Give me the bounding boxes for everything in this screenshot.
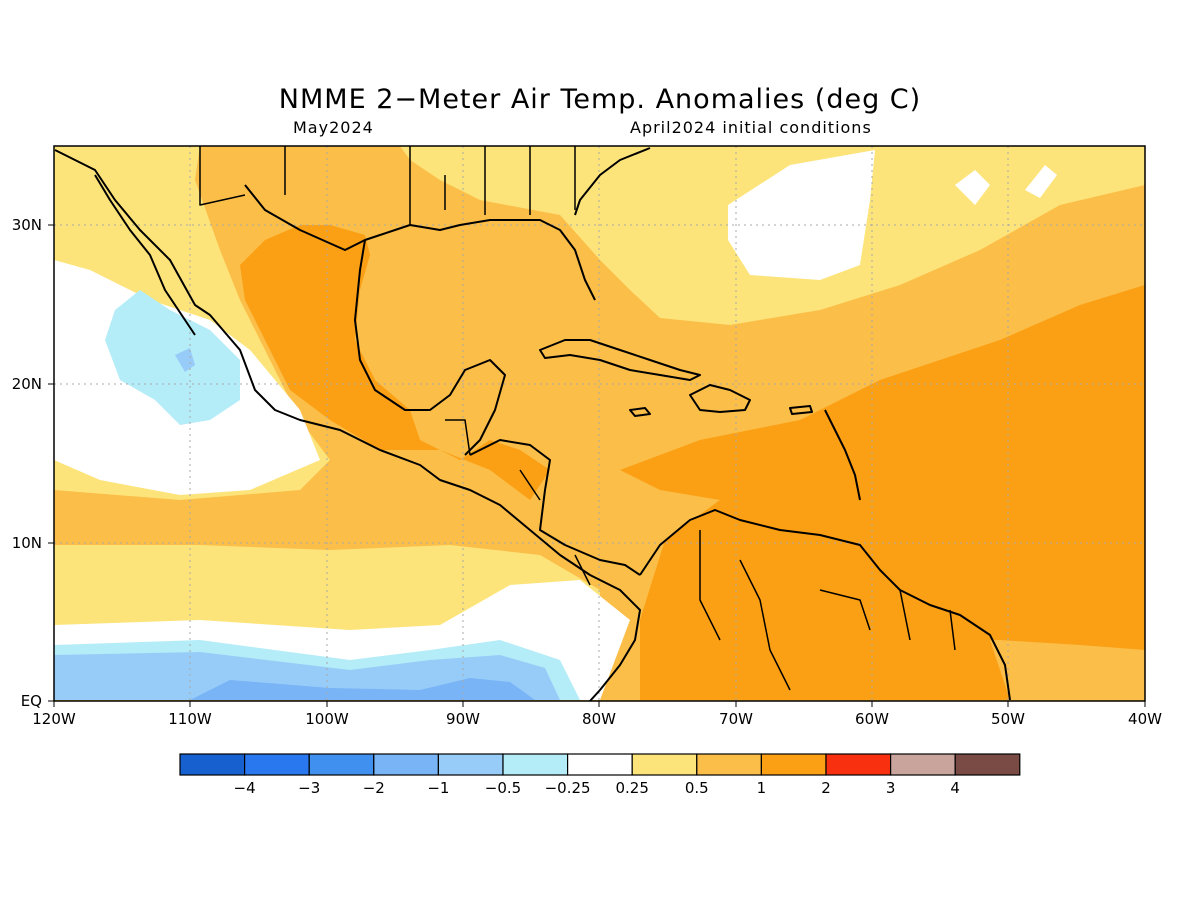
- coast-puerto-rico: [789, 405, 813, 415]
- initial-conditions: April2024 initial conditions: [630, 118, 872, 137]
- legend-swatch: [373, 753, 439, 776]
- legend-label: 3: [886, 779, 896, 797]
- gridlines: [54, 146, 1145, 701]
- lat-label-30n: 30N: [12, 216, 42, 234]
- legend-swatch: [825, 753, 892, 776]
- coast-jamaica: [629, 407, 651, 417]
- legend-swatch: [179, 753, 246, 776]
- legend-label: 4: [950, 779, 960, 797]
- legend-label: 2: [821, 779, 831, 797]
- legend-label: −4: [234, 779, 256, 797]
- legend-swatch: [760, 753, 827, 776]
- coast-gulf: [244, 147, 651, 301]
- lon-label-70w: 70W: [719, 710, 753, 728]
- coast-hispaniola: [689, 384, 751, 413]
- lon-label-90w: 90W: [446, 710, 480, 728]
- color-legend: −4 −3 −2 −1 −0.5 −0.25 0.25 0.5 1 2 3 4: [179, 753, 1021, 797]
- coast-baja: [94, 174, 196, 336]
- lon-label-40w: 40W: [1128, 710, 1162, 728]
- shade-neg-1-south: [190, 678, 535, 700]
- coast-central-america-caribbean: [469, 439, 641, 576]
- legend-label: 1: [757, 779, 767, 797]
- legend-label: 0.5: [685, 779, 709, 797]
- legend-label: −0.25: [545, 779, 591, 797]
- legend-swatch: [954, 753, 1021, 776]
- legend-label: −2: [363, 779, 385, 797]
- legend-swatch: [889, 753, 956, 776]
- shade-1-2-mexico: [240, 225, 550, 500]
- coast-mexico-pacific: [54, 149, 641, 702]
- map-title: NMME 2−Meter Air Temp. Anomalies (deg C): [278, 84, 922, 115]
- legend-swatch: [696, 753, 762, 776]
- legend-label: −3: [298, 779, 320, 797]
- legend-swatch: [244, 753, 310, 776]
- lat-label-10n: 10N: [12, 534, 42, 552]
- lon-label-60w: 60W: [855, 710, 889, 728]
- anomaly-field: [54, 146, 1145, 701]
- legend-swatch: [631, 753, 698, 776]
- legend-label: 0.25: [615, 779, 648, 797]
- legend-swatch: [566, 753, 633, 776]
- legend-label: −0.5: [485, 779, 521, 797]
- shade-neg-0.5-north: [175, 348, 195, 372]
- tick-marks: [48, 224, 1146, 707]
- legend-swatch: [308, 753, 375, 776]
- lon-label-80w: 80W: [582, 710, 616, 728]
- coast-gulf-mexico: [354, 239, 506, 456]
- lon-label-50w: 50W: [991, 710, 1025, 728]
- legend-swatch: [502, 753, 569, 776]
- coastlines: [54, 146, 1011, 702]
- legend-swatch: [437, 753, 504, 776]
- lon-label-120w: 120W: [32, 710, 76, 728]
- lon-label-100w: 100W: [305, 710, 349, 728]
- borders: [199, 146, 956, 691]
- shade-neutral-atlantic: [728, 150, 875, 280]
- coast-south-america: [639, 509, 1011, 701]
- lat-label-20n: 20N: [12, 375, 42, 393]
- coast-lesser-antilles: [824, 409, 861, 501]
- shade-1-2-south-america: [640, 520, 1010, 700]
- legend-label: −1: [427, 779, 449, 797]
- lat-label-eq: EQ: [21, 692, 42, 710]
- valid-month: May2024: [293, 118, 374, 137]
- lon-label-110w: 110W: [168, 710, 212, 728]
- shade-neg-0.25-north: [105, 290, 240, 425]
- shade-neutral-atlantic-small: [955, 165, 1057, 205]
- coast-cuba: [539, 339, 701, 381]
